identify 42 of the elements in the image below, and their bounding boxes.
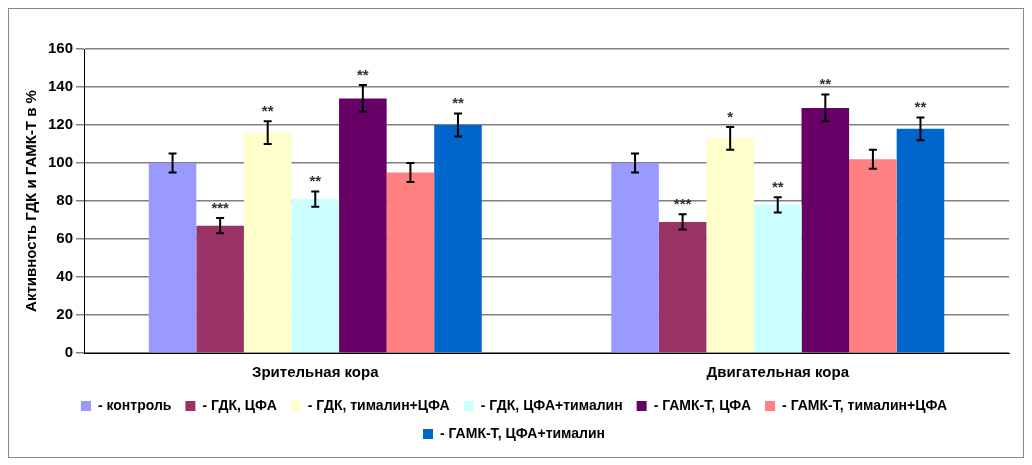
x-tick-label: Зрительная кора <box>252 363 380 381</box>
bar <box>434 125 482 353</box>
legend-label: - ГДК, ЦФА <box>202 396 277 413</box>
data-label: ** <box>771 177 784 195</box>
y-tick-label: 0 <box>64 343 74 361</box>
y-tick-label: 20 <box>56 305 74 323</box>
bar <box>148 163 197 353</box>
bar <box>849 159 897 353</box>
legend-label: - ГДК, тималин+ЦФА <box>307 396 450 413</box>
data-label: ** <box>914 98 927 116</box>
data-label: ** <box>309 172 322 190</box>
bar <box>339 98 387 353</box>
y-tick-label: 40 <box>56 267 74 285</box>
bar <box>801 107 850 353</box>
data-label: *** <box>211 198 230 216</box>
data-label: ** <box>819 75 832 93</box>
bar <box>706 138 754 353</box>
legend-label: - контроль <box>97 396 172 413</box>
bar <box>658 221 707 353</box>
bar <box>753 204 802 353</box>
y-tick-label: 160 <box>48 39 74 57</box>
bar <box>243 132 292 353</box>
legend-label: - ГАМК-Т, ЦФА+тималин <box>440 424 606 441</box>
bar <box>386 172 435 353</box>
bar <box>896 128 945 353</box>
y-tick-label: 120 <box>48 115 74 133</box>
data-label: ** <box>452 94 464 112</box>
data-label: ** <box>261 101 274 119</box>
legend-label: - ГДК, ЦФА+тималин <box>480 396 623 413</box>
data-label: ** <box>357 65 369 83</box>
bar <box>196 225 244 353</box>
y-axis-title: Активность ГДК и ГАМК-Т в % <box>22 90 40 312</box>
legend-label: - ГАМК-Т, тималин+ЦФА <box>782 396 948 413</box>
y-tick-label: 100 <box>48 153 74 171</box>
x-tick-label: Двигательная кора <box>706 363 850 381</box>
legend-label: - ГАМК-Т, ЦФА <box>653 396 752 413</box>
data-label: * <box>727 107 734 125</box>
y-tick-label: 140 <box>48 77 74 95</box>
y-tick-label: 60 <box>56 229 74 247</box>
bar <box>291 199 340 353</box>
y-tick-label: 80 <box>56 191 74 209</box>
bar <box>611 163 659 353</box>
